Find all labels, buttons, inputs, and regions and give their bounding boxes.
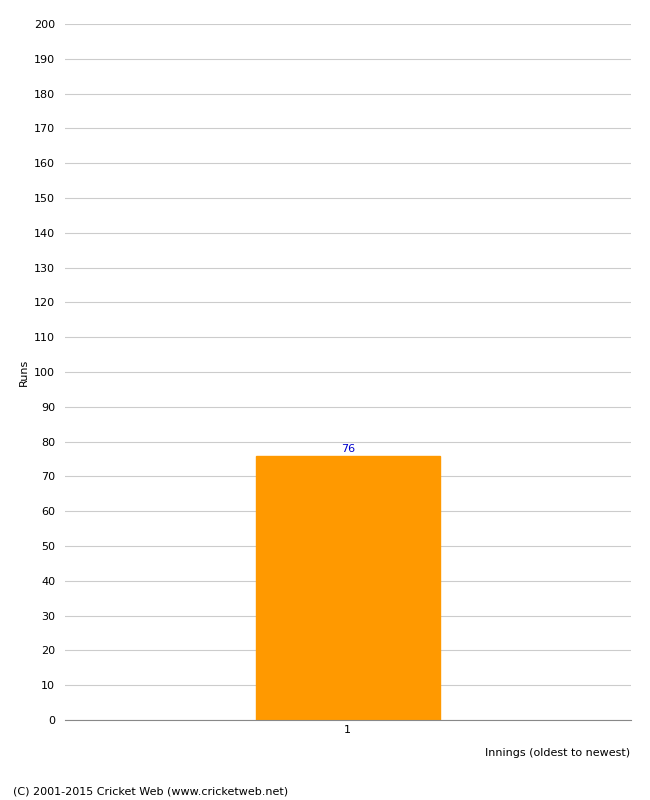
- Text: (C) 2001-2015 Cricket Web (www.cricketweb.net): (C) 2001-2015 Cricket Web (www.cricketwe…: [13, 786, 288, 796]
- Y-axis label: Runs: Runs: [19, 358, 29, 386]
- Bar: [256, 455, 439, 720]
- Text: Innings (oldest to newest): Innings (oldest to newest): [486, 748, 630, 758]
- Text: 76: 76: [341, 444, 355, 454]
